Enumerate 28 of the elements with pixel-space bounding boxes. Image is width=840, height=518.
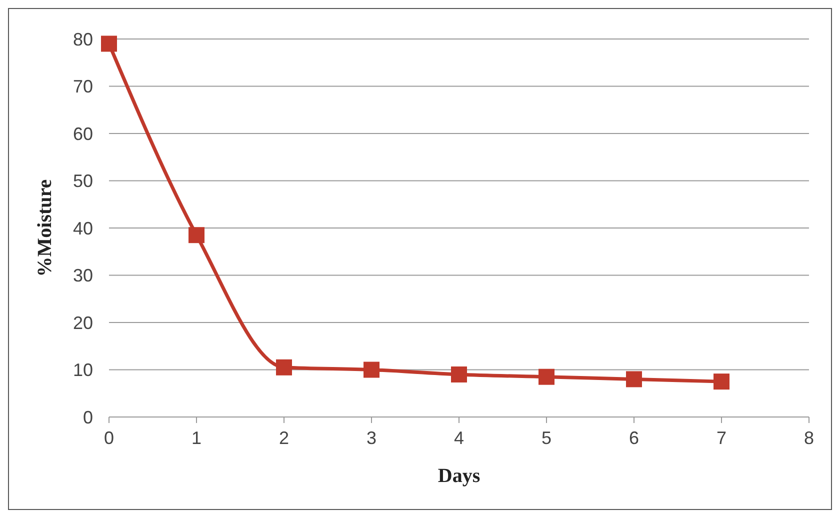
x-tick-label: 5 — [541, 428, 552, 448]
point — [538, 368, 554, 385]
y-tick-label: 20 — [72, 312, 93, 333]
x-tick-label: 4 — [454, 428, 464, 448]
x-axis-title: Days — [438, 465, 480, 487]
point — [364, 362, 380, 378]
point — [626, 371, 642, 388]
point — [188, 227, 204, 244]
x-tick-label: 7 — [716, 428, 727, 448]
y-tick-label: 10 — [72, 360, 93, 380]
y-tick-label: 70 — [72, 76, 93, 97]
y-tick-label: 50 — [72, 171, 93, 192]
x-tick-label: 6 — [628, 428, 640, 448]
x-tick-label: 3 — [366, 428, 377, 448]
y-tick-label: 0 — [82, 407, 93, 428]
y-axis-title: %Moisture — [34, 179, 56, 277]
x-tick-label: 1 — [191, 428, 202, 448]
point — [714, 374, 730, 390]
y-tick-label: 80 — [72, 29, 93, 50]
point — [276, 359, 292, 376]
x-tick-label: 2 — [278, 428, 290, 448]
y-tick-label: 40 — [72, 218, 93, 238]
y-tick-label: 30 — [72, 266, 93, 286]
point — [451, 366, 467, 382]
y-tick-label: 60 — [72, 124, 93, 144]
x-tick-label: 0 — [104, 428, 114, 448]
x-tick-label: 8 — [804, 428, 814, 448]
point — [101, 36, 117, 52]
